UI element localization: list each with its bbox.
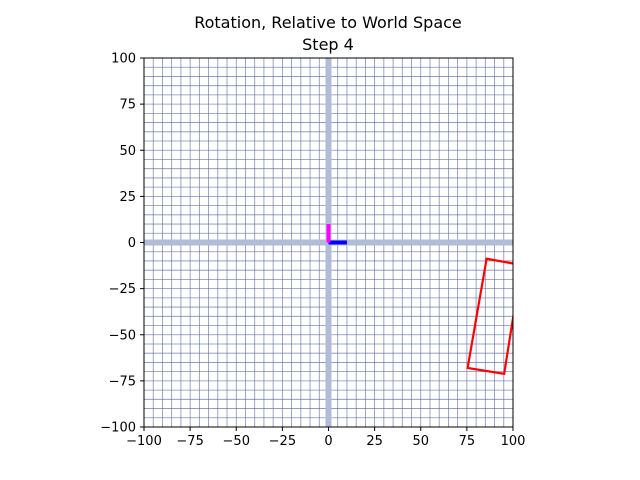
axis-marker-layer	[326, 224, 347, 245]
y-tick-label: −25	[109, 282, 136, 297]
y-tick-label: 25	[119, 190, 136, 205]
y-tick-label: 75	[119, 98, 136, 113]
y-tick-label: 0	[128, 236, 136, 251]
shape-layer	[466, 257, 513, 376]
y-tick-label: −75	[109, 374, 136, 389]
x-tick-label: 50	[412, 434, 429, 449]
y-tick-label: −50	[109, 328, 136, 343]
chart-title: Rotation, Relative to World Space	[194, 13, 462, 32]
x-tick-label: 100	[501, 434, 526, 449]
rotated-rectangle	[466, 257, 513, 376]
x-tick-label: 25	[366, 434, 383, 449]
chart-subtitle: Step 4	[302, 35, 354, 54]
x-tick-label: −100	[126, 434, 162, 449]
x-tick-label: −75	[176, 434, 203, 449]
x-tick-label: −50	[223, 434, 250, 449]
x-axis: −100 −75 −50 −25 0 25 50 75 100	[126, 427, 525, 449]
y-tick-label: −100	[100, 421, 136, 436]
y-tick-label: 50	[119, 144, 136, 159]
x-tick-label: 75	[459, 434, 476, 449]
y-axis: 100 75 50 25 0 −25 −50 −75 −100	[100, 52, 144, 436]
x-tick-label: 0	[324, 434, 332, 449]
y-tick-label: 100	[111, 52, 136, 67]
x-tick-label: −25	[269, 434, 296, 449]
